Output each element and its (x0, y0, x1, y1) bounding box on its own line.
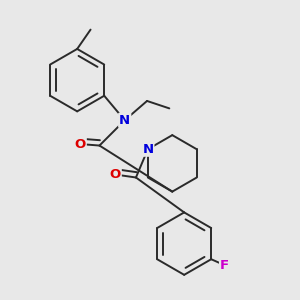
Text: F: F (220, 259, 229, 272)
Text: O: O (110, 168, 121, 181)
Text: N: N (142, 143, 153, 156)
Text: N: N (119, 114, 130, 127)
Text: O: O (74, 138, 86, 151)
